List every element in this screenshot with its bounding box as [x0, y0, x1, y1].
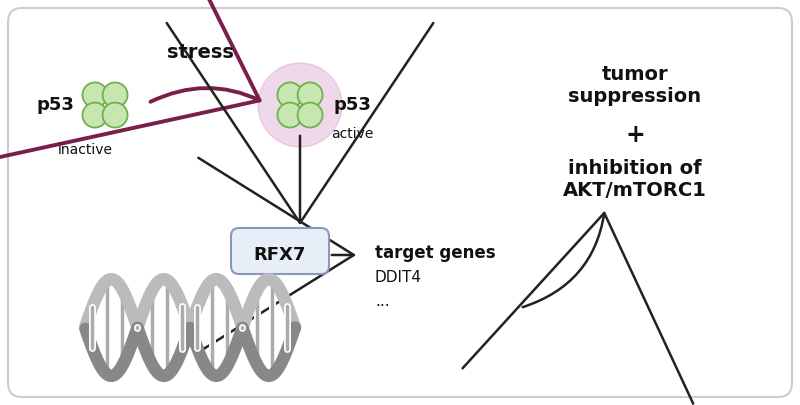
FancyArrowPatch shape	[462, 213, 693, 404]
Text: DDIT4: DDIT4	[375, 269, 422, 284]
FancyArrowPatch shape	[0, 0, 260, 168]
Circle shape	[82, 102, 107, 128]
Text: RFX7: RFX7	[254, 246, 306, 264]
Text: inactive: inactive	[58, 143, 113, 157]
Circle shape	[102, 102, 127, 128]
Circle shape	[82, 83, 107, 107]
Text: suppression: suppression	[569, 87, 702, 107]
Text: target genes: target genes	[375, 244, 496, 262]
Text: AKT/mTORC1: AKT/mTORC1	[563, 181, 707, 200]
Text: +: +	[625, 123, 645, 147]
Circle shape	[102, 83, 127, 107]
FancyArrowPatch shape	[198, 158, 354, 352]
Text: tumor: tumor	[602, 66, 668, 85]
Circle shape	[258, 63, 342, 147]
FancyBboxPatch shape	[8, 8, 792, 397]
Circle shape	[278, 102, 302, 128]
Text: active: active	[331, 127, 373, 141]
Text: p53: p53	[333, 96, 371, 114]
Text: ...: ...	[375, 294, 390, 309]
Circle shape	[298, 102, 322, 128]
Text: p53: p53	[36, 96, 74, 114]
Text: inhibition of: inhibition of	[568, 158, 702, 177]
Circle shape	[278, 83, 302, 107]
Text: stress: stress	[166, 43, 234, 62]
FancyBboxPatch shape	[231, 228, 329, 274]
FancyArrowPatch shape	[166, 23, 434, 223]
Circle shape	[298, 83, 322, 107]
